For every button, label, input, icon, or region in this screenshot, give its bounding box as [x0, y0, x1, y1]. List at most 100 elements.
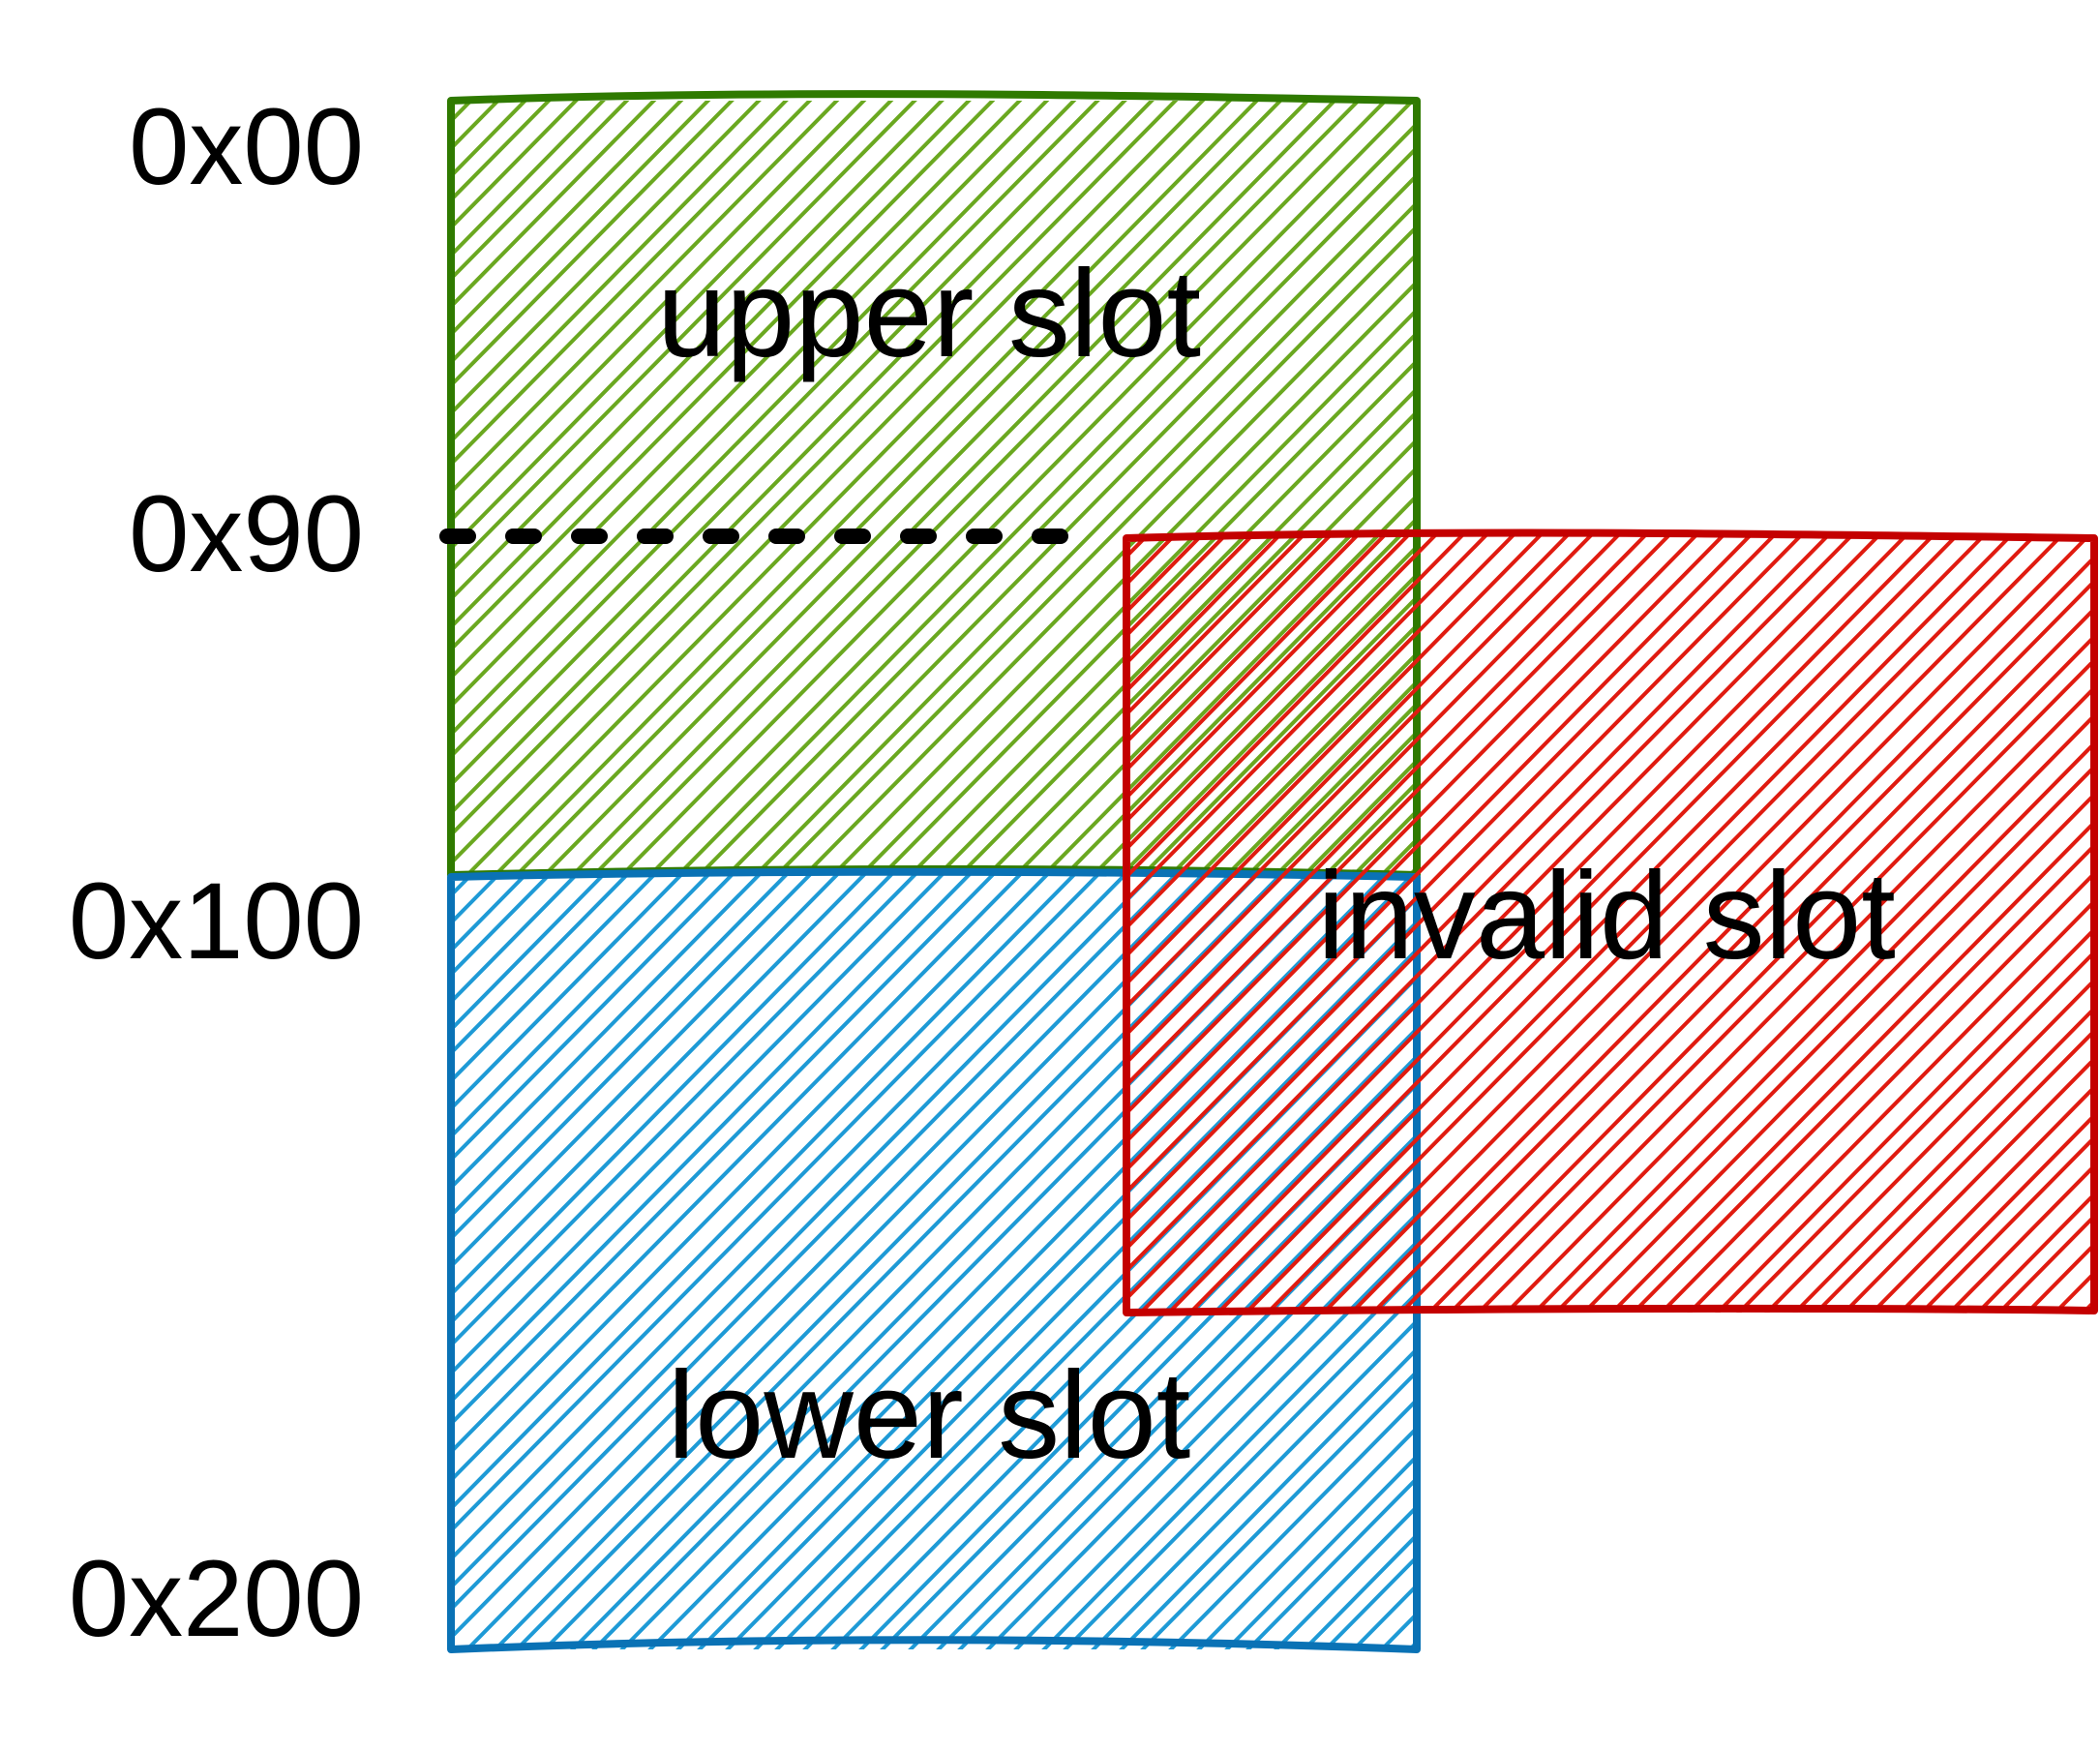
hatch-line — [514, 101, 1283, 875]
hatch-line — [1553, 764, 2094, 1313]
hatch-line — [1126, 536, 1803, 1223]
hatch-line — [1869, 95, 2100, 881]
hatch-line — [1245, 1475, 1417, 1649]
hatch-line — [1126, 536, 1776, 1195]
hatch-line — [908, 1133, 1417, 1649]
hatch-line — [774, 998, 1417, 1649]
hatch-line — [1166, 536, 1935, 1313]
hatch-line — [802, 251, 1417, 875]
hatch-line — [1126, 536, 1543, 959]
address-label-0x100: 0x100 — [69, 861, 364, 982]
hatch-line — [1659, 870, 2094, 1313]
hatch-line — [451, 101, 972, 630]
hatch-line — [542, 875, 1310, 1649]
hatch-line — [1196, 1425, 1417, 1649]
hatch-line — [451, 101, 894, 552]
hatch-line — [697, 919, 1417, 1649]
address-label-0x200: 0x200 — [69, 1538, 364, 1659]
hatch-line — [1323, 1554, 1417, 1649]
lower-slot-label: lower slot — [668, 1346, 1191, 1485]
hatch-line — [451, 101, 684, 338]
hatch-line — [1041, 1267, 1417, 1649]
hatch-line — [1791, 869, 2100, 1655]
hatch-line — [1126, 536, 1830, 1252]
hatch-line — [570, 101, 1337, 875]
hatch-line — [1370, 578, 2094, 1313]
hatch-line — [1609, 819, 2094, 1313]
hatch-line — [774, 224, 1417, 875]
hatch-line — [451, 101, 1050, 710]
hatch-line — [1736, 950, 2094, 1313]
hatch-line — [1764, 978, 2094, 1313]
hatch-line — [1687, 898, 2094, 1313]
hatch-line — [1581, 792, 2094, 1313]
hatch-line — [451, 875, 1050, 1484]
hatch-line — [451, 875, 1023, 1455]
hatch-line — [1126, 536, 1593, 1010]
hatch-line — [451, 875, 630, 1056]
hatch-line — [1814, 1028, 2094, 1313]
hatch-line — [1126, 536, 1488, 903]
hatch-line — [1274, 1503, 1417, 1649]
hatch-line — [451, 101, 1206, 866]
hatch-line — [1819, 95, 2100, 881]
hatch-line — [451, 101, 1023, 680]
hatch-line — [1013, 1239, 1417, 1649]
hatch-line — [880, 330, 1417, 875]
hatch-line — [1168, 1397, 1417, 1649]
hatch-line — [1503, 95, 2100, 881]
hatch-line — [1919, 1134, 2094, 1313]
hatch-line — [451, 875, 1100, 1534]
hatch-line — [647, 101, 1416, 875]
hatch-line — [1770, 95, 2100, 881]
hatch-line — [1532, 740, 2094, 1313]
hatch-line — [1898, 1112, 2094, 1313]
hatch-line — [647, 875, 1416, 1649]
hatch-line — [985, 1211, 1417, 1649]
hatch-line — [1126, 536, 1387, 800]
hatch-line — [830, 279, 1417, 875]
hatch-line — [675, 121, 1417, 875]
hatch-line — [451, 101, 789, 444]
hatch-line — [451, 101, 1127, 788]
hatch-line — [1665, 869, 2100, 1655]
hatch-line — [1126, 536, 1854, 1274]
hatch-line — [451, 875, 917, 1348]
hatch-line — [1138, 536, 1908, 1313]
hatch-line — [451, 101, 630, 282]
hatch-line — [2030, 95, 2100, 881]
hatch-line — [908, 358, 1417, 875]
hatch-line — [957, 1183, 1417, 1649]
hatch-line — [2002, 95, 2100, 881]
hatch-line — [985, 437, 1417, 875]
hatch-line — [1842, 1056, 2094, 1313]
hatch-line — [725, 947, 1417, 1649]
hatch-line — [1119, 572, 1417, 875]
hatch-line — [1126, 536, 1725, 1145]
hatch-line — [451, 875, 735, 1163]
hatch-line — [514, 875, 1283, 1649]
hatch-line — [451, 101, 917, 574]
hatch-line — [1196, 650, 1417, 875]
hatch-line — [1714, 95, 2100, 881]
hatch-line — [1168, 622, 1417, 875]
invalid-slot — [1123, 529, 2098, 1316]
hatch-line — [451, 101, 996, 652]
hatch-line — [1187, 536, 1959, 1313]
hatch-line — [1126, 536, 1753, 1173]
hatch-line — [451, 875, 1155, 1590]
hatch-line — [451, 875, 762, 1191]
hatch-line — [451, 875, 894, 1326]
hatch-line — [451, 875, 813, 1242]
lower-slot — [447, 867, 2100, 1655]
hatch-line — [1126, 536, 1881, 1302]
hatch-line — [451, 875, 657, 1084]
hatch-line — [697, 144, 1417, 875]
invalid-slot-label: invalid slot — [1317, 847, 1896, 985]
hatch-line — [451, 101, 1179, 838]
hatch-line — [451, 101, 945, 602]
hatch-line — [591, 101, 1362, 875]
hatch-line — [1947, 1163, 2094, 1313]
hatch-line — [1265, 536, 2037, 1313]
hatch-line — [451, 101, 1155, 816]
